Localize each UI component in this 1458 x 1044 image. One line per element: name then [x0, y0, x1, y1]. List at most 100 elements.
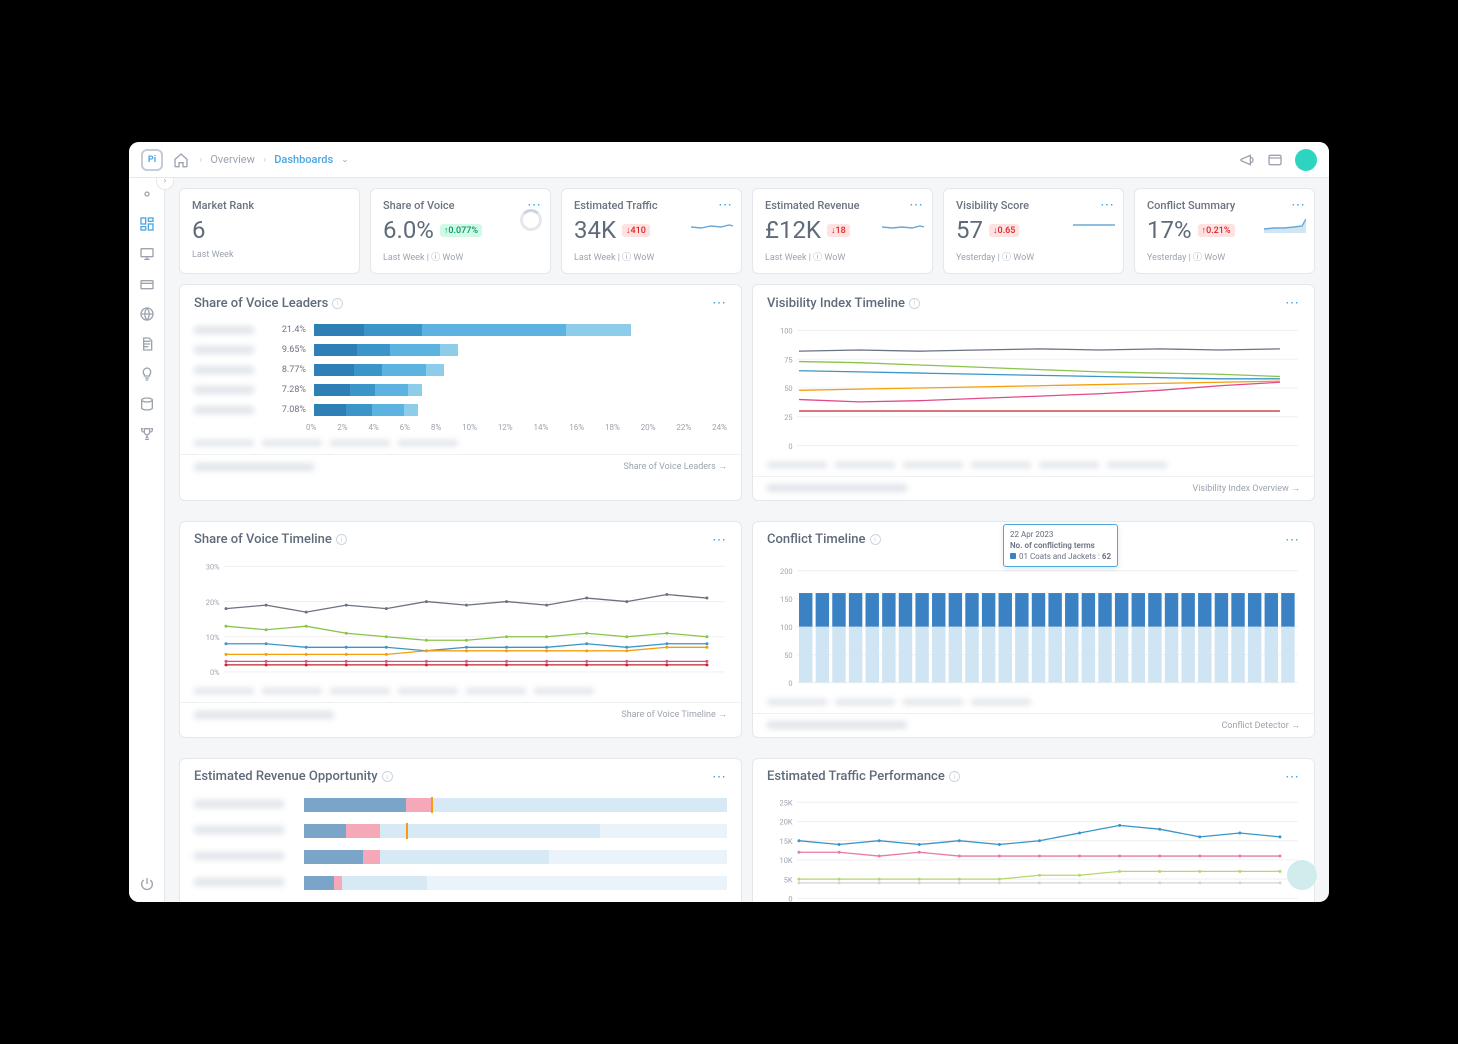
kpi-label: Share of Voice	[383, 199, 538, 212]
kpi-label: Estimated Revenue	[765, 199, 920, 212]
kpi-value: 6.0% ↑0.077%	[383, 216, 538, 244]
topbar: Pi › Overview › Dashboards ⌄	[129, 142, 1329, 178]
kpi-card[interactable]: ⋯ Estimated Revenue £12K ↓18 Last Week |…	[752, 188, 933, 274]
svg-text:0: 0	[788, 894, 792, 902]
panel-menu-icon[interactable]: ⋯	[1285, 532, 1300, 548]
panel-menu-icon[interactable]: ⋯	[1285, 295, 1300, 311]
kpi-sublabel: Last Week	[192, 250, 347, 260]
kpi-row: Market Rank 6 Last Week ⋯ Share of Voice…	[179, 188, 1315, 274]
kpi-card[interactable]: ⋯ Share of Voice 6.0% ↑0.077% Last Week …	[370, 188, 551, 274]
svg-text:100: 100	[780, 623, 793, 632]
sov-percent: 8.77%	[272, 365, 306, 375]
kpi-menu-icon[interactable]: ⋯	[909, 197, 924, 213]
panel-menu-icon[interactable]: ⋯	[712, 769, 727, 785]
megaphone-icon[interactable]	[1239, 152, 1255, 168]
home-icon[interactable]	[173, 152, 189, 168]
panel-footer-link[interactable]: Visibility Index Overview →	[1193, 483, 1300, 494]
panel-revenue-opportunity: Estimated Revenue Opportunity i ⋯	[179, 758, 742, 902]
kpi-menu-icon[interactable]: ⋯	[1291, 197, 1306, 213]
panel-menu-icon[interactable]: ⋯	[712, 532, 727, 548]
breadcrumb-current[interactable]: Dashboards	[274, 153, 333, 166]
svg-text:0%: 0%	[210, 668, 220, 677]
sidebar-target-icon[interactable]	[139, 186, 155, 202]
panel-conflict-timeline: Conflict Timeline i ⋯ 050100150200	[752, 521, 1315, 738]
svg-text:0: 0	[788, 442, 792, 451]
kpi-value: 6	[192, 216, 347, 244]
info-icon[interactable]: i	[949, 771, 960, 782]
info-icon[interactable]: i	[332, 298, 343, 309]
info-icon[interactable]: i	[870, 534, 881, 545]
sidebar-monitor-icon[interactable]	[139, 246, 155, 262]
kpi-card[interactable]: ⋯ Visibility Score 57 ↓0.65 Yesterday | …	[943, 188, 1124, 274]
sidebar-globe-icon[interactable]	[139, 306, 155, 322]
info-icon[interactable]: i	[909, 298, 920, 309]
svg-text:20K: 20K	[780, 818, 793, 827]
chat-bubble-button[interactable]	[1287, 860, 1317, 890]
kpi-card[interactable]: Market Rank 6 Last Week	[179, 188, 360, 274]
chart-tooltip: 22 Apr 2023 No. of conflicting terms 01 …	[1003, 524, 1118, 568]
sidebar-doc-icon[interactable]	[139, 336, 155, 352]
traffic-chart: 0 5K 10K 15K 20K 25K	[767, 797, 1300, 902]
svg-text:200: 200	[780, 567, 793, 576]
svg-text:50: 50	[784, 384, 792, 393]
sov-leader-row: 7.08%	[194, 403, 727, 417]
info-icon[interactable]: i	[336, 534, 347, 545]
kpi-label: Visibility Score	[956, 199, 1111, 212]
svg-text:150: 150	[780, 595, 793, 604]
kpi-card[interactable]: ⋯ Conflict Summary 17% ↑0.21% Yesterday …	[1134, 188, 1315, 274]
sov-leader-row: 21.4%	[194, 323, 727, 337]
sov-timeline-chart: 0%10%20%30%	[194, 560, 727, 677]
sov-leader-row: 7.28%	[194, 383, 727, 397]
kpi-sublabel: Last Week | ⓘ WoW	[574, 250, 729, 263]
kpi-sublabel: Last Week | ⓘ WoW	[765, 250, 920, 263]
svg-text:75: 75	[784, 355, 792, 364]
panel-menu-icon[interactable]: ⋯	[712, 295, 727, 311]
app-window: Pi › Overview › Dashboards ⌄ ›	[129, 142, 1329, 902]
info-icon[interactable]: i	[382, 771, 393, 782]
svg-text:20%: 20%	[206, 598, 220, 607]
sidebar-trophy-icon[interactable]	[139, 426, 155, 442]
svg-text:10%: 10%	[206, 633, 220, 642]
svg-text:10K: 10K	[780, 856, 793, 865]
revenue-row	[194, 797, 727, 813]
sidebar-dashboard-icon[interactable]	[139, 216, 155, 232]
sov-leader-row: 8.77%	[194, 363, 727, 377]
panel-title: Estimated Revenue Opportunity	[194, 769, 378, 784]
panel-icon[interactable]	[1267, 152, 1283, 168]
sov-leader-row: 9.65%	[194, 343, 727, 357]
panel-title: Estimated Traffic Performance	[767, 769, 945, 784]
sidebar-card-icon[interactable]	[139, 276, 155, 292]
svg-text:100: 100	[780, 327, 793, 336]
svg-text:5K: 5K	[784, 875, 793, 884]
kpi-menu-icon[interactable]: ⋯	[718, 197, 733, 213]
app-logo[interactable]: Pi	[141, 149, 163, 171]
kpi-sublabel: Last Week | ⓘ WoW	[383, 250, 538, 263]
panel-sov-leaders: Share of Voice Leaders i ⋯ 21.4% 9.65% 8…	[179, 284, 742, 501]
svg-text:25K: 25K	[780, 798, 793, 807]
user-avatar[interactable]	[1295, 149, 1317, 171]
sidebar-bulb-icon[interactable]	[139, 366, 155, 382]
panel-title: Share of Voice Timeline	[194, 532, 332, 547]
conflict-chart: 050100150200	[767, 560, 1300, 688]
kpi-sublabel: Yesterday | ⓘ WoW	[1147, 250, 1302, 263]
panel-title: Share of Voice Leaders	[194, 296, 328, 311]
breadcrumb-root[interactable]: Overview	[210, 153, 255, 166]
revenue-row	[194, 823, 727, 839]
panel-footer-link[interactable]: Share of Voice Timeline →	[621, 709, 727, 720]
sidebar-power-icon[interactable]	[139, 876, 155, 892]
panel-title: Conflict Timeline	[767, 532, 866, 547]
kpi-menu-icon[interactable]: ⋯	[1100, 197, 1115, 213]
sidebar-db-icon[interactable]	[139, 396, 155, 412]
sov-percent: 7.08%	[272, 405, 306, 415]
panel-footer-link[interactable]: Conflict Detector →	[1221, 720, 1300, 731]
kpi-sublabel: Yesterday | ⓘ WoW	[956, 250, 1111, 263]
kpi-label: Conflict Summary	[1147, 199, 1302, 212]
svg-text:15K: 15K	[780, 837, 793, 846]
panel-footer-link[interactable]: Share of Voice Leaders →	[623, 461, 727, 472]
kpi-card[interactable]: ⋯ Estimated Traffic 34K ↓410 Last Week |…	[561, 188, 742, 274]
revenue-row	[194, 875, 727, 891]
panel-menu-icon[interactable]: ⋯	[1285, 769, 1300, 785]
svg-text:50: 50	[784, 651, 792, 660]
breadcrumb: › Overview › Dashboards ⌄	[199, 153, 349, 166]
panel-traffic-performance: Estimated Traffic Performance i ⋯ 0 5K 10K…	[752, 758, 1315, 902]
